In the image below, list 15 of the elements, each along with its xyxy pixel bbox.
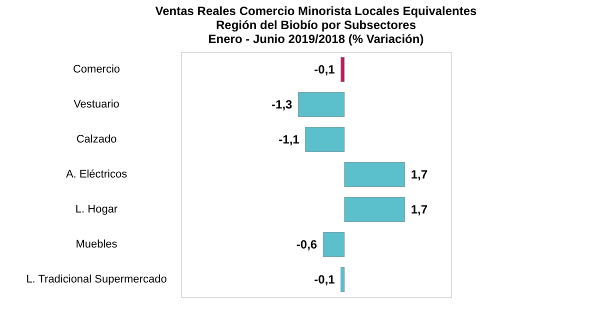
y-tick-label: A. Eléctricos [66, 168, 128, 180]
data-label: -0,1 [314, 272, 336, 286]
y-tick-label: L. Hogar [75, 204, 118, 216]
y-tick-label: Calzado [76, 134, 117, 146]
y-tick-label: Muebles [76, 238, 118, 250]
data-label: -0,1 [314, 62, 336, 76]
data-label: 1,7 [410, 168, 428, 182]
data-label: -1,3 [272, 98, 293, 112]
chart-title: Ventas Reales Comercio Minorista Locales Equivalentes Región del Biobío por Subsectores Enero - Junio 2019/2018 (% Variación) [155, 4, 478, 46]
data-label: -1,1 [278, 132, 300, 146]
data-label: 1,7 [410, 202, 428, 216]
y-tick-label: L. Tradicional Supermercado [26, 274, 167, 286]
data-label: -0,6 [296, 238, 318, 252]
y-tick-label: Comercio [72, 64, 120, 76]
y-tick-label: Vestuario [74, 98, 120, 110]
